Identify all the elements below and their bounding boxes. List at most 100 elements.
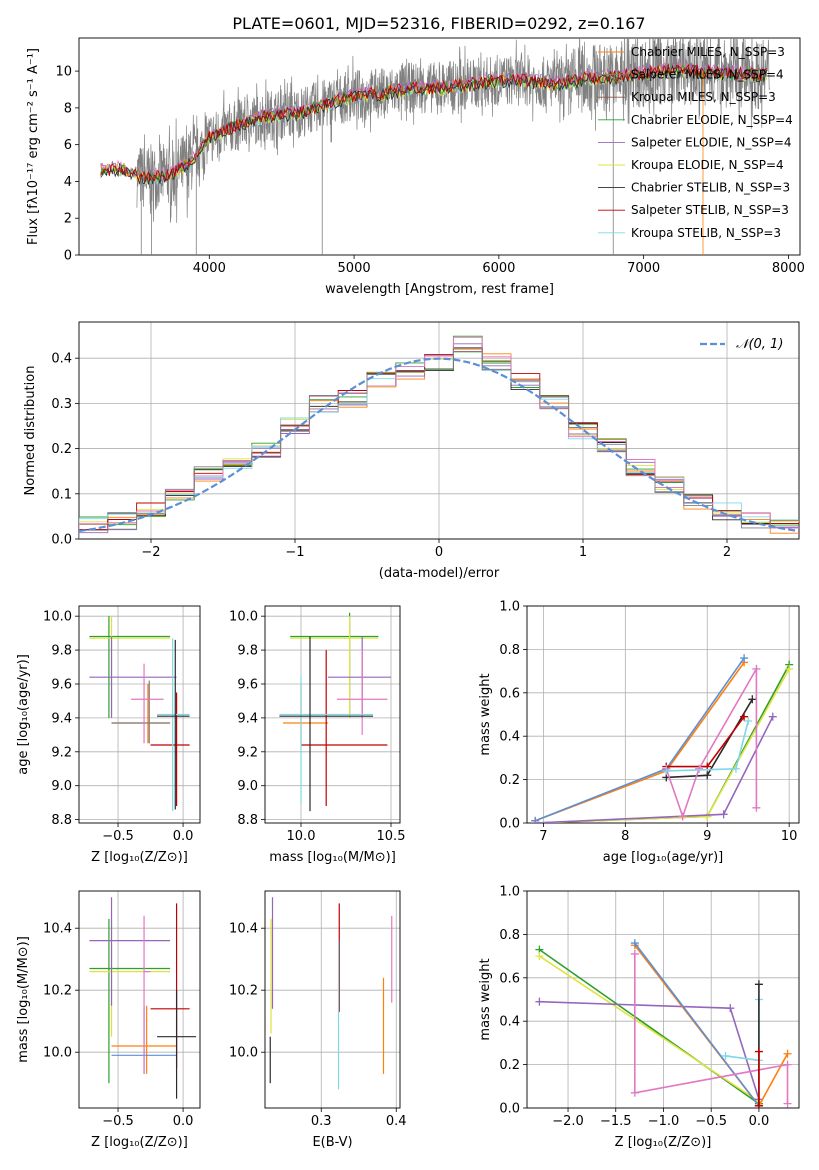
plot-frame xyxy=(78,890,201,1109)
y-tick-label: 10.0 xyxy=(229,610,258,625)
legend-label: Chabrier STELIB, N_SSP=3 xyxy=(631,181,790,195)
y-tick-label: 0.4 xyxy=(499,730,520,745)
plot-frame xyxy=(78,605,201,824)
y-tick-label: 0.0 xyxy=(499,1102,520,1117)
y-tick-label: 10.0 xyxy=(229,1046,258,1061)
y-tick-label: 9.4 xyxy=(237,711,258,726)
x-tick-label: 0.4 xyxy=(386,1114,407,1129)
mass-weight-vs-metallicity-panel: −2.0 −1.5 −1.0 −0.5 0.0 0.0 0.2 0.4 0.6 0.8 1.0 Z [… xyxy=(478,885,800,1150)
plot-area xyxy=(269,897,393,1090)
x-tick-label: 6000 xyxy=(482,261,515,276)
y-tick-label: 10.0 xyxy=(43,1046,72,1061)
x-tick-label: 5000 xyxy=(338,261,371,276)
mass-weight-line xyxy=(634,942,760,1107)
y-tick-label: 1.0 xyxy=(499,600,520,615)
y-tick-label: 0 xyxy=(64,249,72,264)
x-tick-label: −2 xyxy=(141,545,160,560)
marker-plus xyxy=(754,1101,763,1108)
marker-plus xyxy=(719,810,728,819)
marker-plus xyxy=(695,764,704,773)
x-tick-label: 0.3 xyxy=(311,1114,332,1129)
y-tick-label: 0.0 xyxy=(51,533,72,548)
x-tick-label: 0 xyxy=(435,545,443,560)
plot-area xyxy=(89,616,190,812)
x-tick-label: 8 xyxy=(621,829,629,844)
mass-weight-line xyxy=(633,953,789,1104)
y-tick-label: 10.4 xyxy=(229,922,258,937)
plot-area xyxy=(279,612,391,812)
marker-plus xyxy=(531,819,540,823)
y-axis-label: mass weight xyxy=(478,958,493,1040)
y-tick-label: 0.8 xyxy=(499,928,520,943)
x-tick-label: 10 xyxy=(781,829,798,844)
y-axis-label: mass [log₁₀(M/M⊙)] xyxy=(16,936,31,1063)
mass-vs-metallicity-panel: −0.5 0.0 10.0 10.2 10.4 Z [log₁₀(Z/Z⊙)] mass [… xyxy=(16,890,201,1150)
y-axis-label: Normed distribution xyxy=(23,366,38,496)
marker-plus xyxy=(783,1099,792,1108)
x-tick-label: 0.0 xyxy=(749,1114,770,1129)
marker-plus xyxy=(630,1088,639,1097)
y-tick-label: 9.6 xyxy=(51,677,72,692)
y-tick-label: 8.8 xyxy=(51,813,72,828)
marker-plus xyxy=(740,712,749,721)
age-vs-mass-panel: 10.0 10.5 8.8 9.0 9.2 9.4 9.6 9.8 10.0 mass [log₁… xyxy=(229,605,405,865)
y-tick-label: 10.2 xyxy=(43,984,72,999)
mass-vs-ebv-panel: 0.3 0.4 10.0 10.2 10.4 E(B-V) xyxy=(229,890,407,1150)
legend-label: Kroupa STELIB, N_SSP=3 xyxy=(631,226,781,240)
y-tick-label: 0.2 xyxy=(51,442,72,457)
plot-area xyxy=(100,38,770,255)
x-tick-label: 0.0 xyxy=(173,1114,194,1129)
marker-plus xyxy=(630,949,639,958)
mass-weight-vs-age-panel: 7 8 9 10 0.0 0.2 0.4 0.6 0.8 1.0 age [log₁₀(age/yr… xyxy=(478,600,800,865)
x-tick-label: −0.5 xyxy=(102,1114,134,1129)
x-axis-label: mass [log₁₀(M/M⊙)] xyxy=(269,850,396,865)
model-spectrum-line xyxy=(100,63,767,183)
x-axis-label: (data-model)/error xyxy=(379,566,500,581)
y-axis-label: mass weight xyxy=(478,673,493,755)
y-tick-label: 9.0 xyxy=(237,779,258,794)
marker-plus xyxy=(662,766,671,775)
legend-label: Salpeter MILES, N_SSP=4 xyxy=(631,68,784,82)
y-tick-label: 1.0 xyxy=(499,885,520,900)
residual-histogram-panel: −2 −1 0 1 2 0.0 0.1 0.2 0.3 0.4 (data-model)/error… xyxy=(23,321,800,581)
age-vs-metallicity-panel: −0.5 0.0 8.8 9.0 9.2 9.4 9.6 9.8 10.0 Z [log₁₀(Z/… xyxy=(16,605,201,865)
y-tick-label: 10 xyxy=(55,65,72,80)
model-spectrum-line xyxy=(100,63,768,183)
x-axis-label: Z [log₁₀(Z/Z⊙)] xyxy=(615,1135,712,1150)
marker-plus xyxy=(783,1049,792,1058)
y-tick-label: 9.2 xyxy=(51,745,72,760)
y-tick-label: 0.1 xyxy=(51,487,72,502)
plot-area xyxy=(531,654,794,823)
y-tick-label: 0.2 xyxy=(499,1058,520,1073)
y-tick-label: 10.0 xyxy=(43,610,72,625)
marker-plus xyxy=(678,812,687,821)
histogram-step xyxy=(79,347,799,539)
marker-plus xyxy=(748,695,757,704)
marker-plus xyxy=(754,980,763,989)
marker-plus xyxy=(768,712,777,721)
x-tick-label: 2 xyxy=(723,545,731,560)
x-tick-label: 10.0 xyxy=(287,829,316,844)
marker-plus xyxy=(703,771,712,780)
legend-label: Chabrier ELODIE, N_SSP=4 xyxy=(631,113,793,127)
marker-plus xyxy=(740,654,749,663)
legend-label: Salpeter STELIB, N_SSP=3 xyxy=(631,203,789,217)
y-tick-label: 6 xyxy=(64,138,72,153)
x-axis-label: Z [log₁₀(Z/Z⊙)] xyxy=(91,1135,188,1150)
x-tick-label: −2.0 xyxy=(552,1114,584,1129)
y-tick-label: 9.2 xyxy=(237,745,258,760)
x-tick-label: 1 xyxy=(579,545,587,560)
legend-label: Kroupa ELODIE, N_SSP=4 xyxy=(631,158,784,172)
marker-plus xyxy=(752,664,761,673)
marker-plus xyxy=(535,952,544,961)
y-tick-label: 2 xyxy=(64,212,72,227)
x-tick-label: −1.5 xyxy=(600,1114,632,1129)
marker-plus xyxy=(726,1004,735,1013)
marker-plus xyxy=(752,803,761,812)
y-tick-label: 9.8 xyxy=(237,644,258,659)
y-tick-label: 0.4 xyxy=(499,1015,520,1030)
plot-frame xyxy=(264,605,401,824)
x-axis-label: Z [log₁₀(Z/Z⊙)] xyxy=(91,850,188,865)
legend-label: Salpeter ELODIE, N_SSP=4 xyxy=(631,135,792,149)
